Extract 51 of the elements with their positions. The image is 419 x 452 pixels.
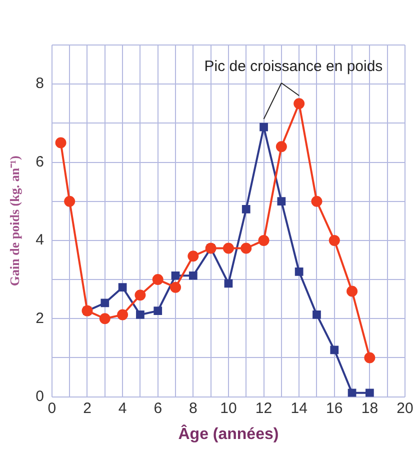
point <box>294 98 305 110</box>
point <box>188 250 199 262</box>
point <box>64 196 76 207</box>
x-tick-label: 12 <box>255 400 272 417</box>
point <box>258 234 270 246</box>
x-tick-label: 8 <box>188 400 198 417</box>
point <box>311 196 322 207</box>
x-tick-label: 14 <box>290 400 308 417</box>
y-tick-label: 8 <box>36 75 44 92</box>
x-tick-label: 6 <box>154 400 162 417</box>
point <box>154 306 162 315</box>
x-tick-label: 18 <box>361 400 378 417</box>
x-tick-label: 0 <box>48 400 56 417</box>
point <box>346 286 358 297</box>
point <box>55 137 66 148</box>
point <box>294 268 304 276</box>
point <box>222 242 234 254</box>
x-axis-title: Âge (années) <box>178 424 279 443</box>
point <box>240 242 252 254</box>
point <box>118 283 127 292</box>
point <box>260 122 268 132</box>
point <box>100 298 110 308</box>
x-tick-label: 2 <box>83 400 92 417</box>
x-tick-label: 20 <box>396 400 414 417</box>
point <box>152 274 164 286</box>
point <box>117 309 128 320</box>
point <box>330 346 339 354</box>
y-tick-label: 2 <box>36 310 44 327</box>
point <box>364 352 376 364</box>
point <box>170 282 182 293</box>
y-tick-label: 0 <box>36 388 44 405</box>
point <box>348 388 356 397</box>
point <box>366 388 374 397</box>
point <box>312 310 321 319</box>
point <box>328 234 340 246</box>
point <box>171 271 180 280</box>
x-tick-label: 4 <box>118 400 127 417</box>
annotation: Pic de croissance en poids <box>204 58 383 76</box>
point <box>224 279 233 288</box>
y-tick-label: 6 <box>36 153 44 170</box>
point <box>276 141 287 152</box>
x-tick-label: 16 <box>326 400 343 417</box>
point <box>99 313 110 324</box>
y-axis-title: Gain de poids (kg. an⁻¹) <box>7 156 22 286</box>
y-tick-label: 4 <box>36 232 44 249</box>
point <box>277 197 286 206</box>
point <box>188 271 198 280</box>
point <box>242 204 250 214</box>
point <box>134 290 146 301</box>
point <box>136 310 144 319</box>
x-tick-label: 10 <box>220 400 237 417</box>
